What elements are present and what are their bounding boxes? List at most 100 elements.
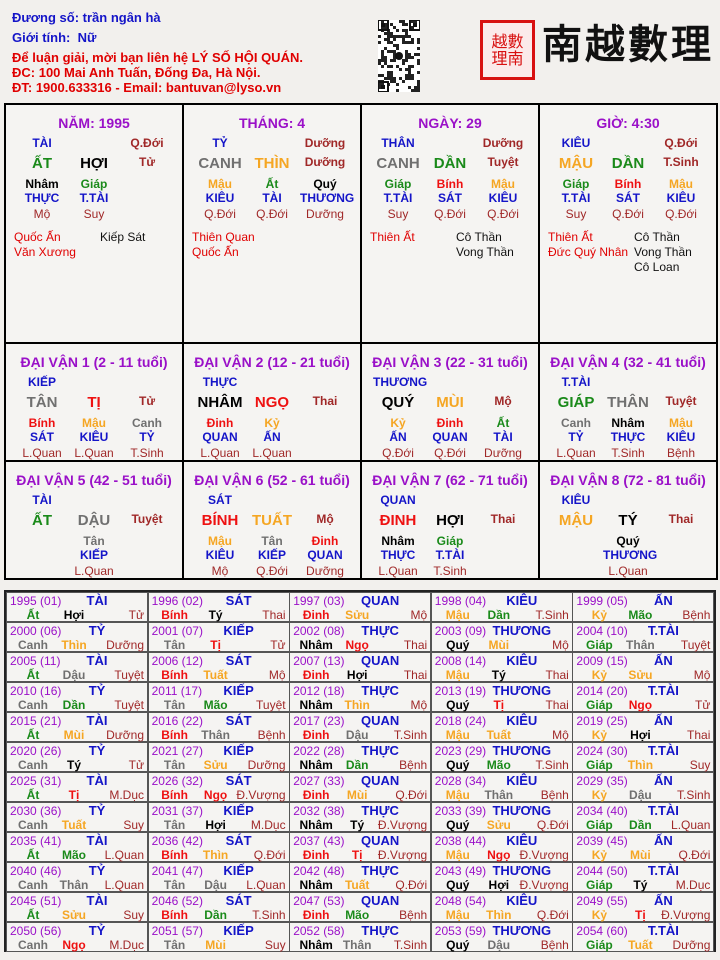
year-stage: Bệnh	[257, 728, 286, 742]
hidden-stage: Mộ	[211, 564, 229, 578]
pillar-cell: NGÀY: 29 THÂN Dưỡng CANH DẦN Tuyệt Giáp T.TÀI Su…	[360, 103, 540, 344]
year-label: 2040 (46)	[10, 864, 62, 878]
heavenly-stem: MẬU	[558, 155, 594, 172]
year-branch: Dậu	[345, 728, 369, 742]
year-stage: Tuyệt	[680, 638, 711, 652]
year-branch: Dần	[629, 818, 652, 832]
year-ten-god: KIẾP	[223, 923, 254, 938]
year-ten-god: THỰC	[361, 863, 399, 878]
year-label: 2023 (29)	[434, 744, 487, 758]
year-branch: Mão	[203, 698, 228, 712]
year-label: 2035 (41)	[10, 834, 62, 848]
year-branch: Hợi	[630, 728, 651, 742]
hidden-stem: Ất	[496, 416, 510, 430]
year-cell: 2047 (53) QUAN Đinh Mão Bệnh	[289, 892, 432, 922]
hidden-stem: Mậu	[669, 177, 693, 191]
year-stage: Đ.Vượng	[661, 908, 711, 922]
inauspicious-star: Cô Thần	[456, 230, 502, 244]
year-stem: Kỷ	[591, 728, 608, 742]
year-stem: Bính	[161, 908, 188, 922]
hidden-ten-god: KIÊU	[666, 191, 696, 205]
hidden-stem: Bính	[436, 177, 464, 191]
inauspicious-star: Kiếp Sát	[100, 230, 146, 244]
year-ten-god: T.TÀI	[647, 623, 679, 638]
heavenly-stem: CANH	[198, 155, 242, 172]
hidden-ten-god: THỰC	[380, 548, 416, 562]
year-cell: 2014 (20) T.TÀI Giáp Ngọ Tử	[572, 682, 715, 712]
year-branch: Tị	[68, 788, 80, 802]
hidden-ten-god: TỶ	[568, 430, 584, 444]
heavenly-stem: ẤT	[32, 155, 52, 172]
year-branch: Dậu	[204, 878, 227, 892]
year-stage: T.Sinh	[252, 908, 286, 922]
year-stem: Nhâm	[299, 758, 333, 772]
year-cell: 2051 (57) KIẾP Tân Mùi Suy	[147, 922, 290, 952]
pillar-cell: GIỜ: 4:30 KIÊU Q.Đới MẬU DẦN T.Sinh Giáp T.TÀI S…	[538, 103, 718, 344]
year-branch: Dần	[62, 698, 86, 712]
year-ten-god: QUAN	[361, 593, 400, 608]
ten-god-star: TÀI	[32, 136, 52, 150]
life-stage: Tuyệt	[487, 155, 519, 169]
hidden-ten-god: T.TÀI	[435, 548, 465, 562]
year-label: 1996 (02)	[151, 594, 203, 608]
hidden-stem: Mậu	[208, 177, 232, 191]
year-cell: 2022 (28) THỰC Nhâm Dần Bệnh	[289, 742, 432, 772]
year-cell: 2033 (39) THƯƠNG Quý Sửu Q.Đới	[430, 802, 573, 832]
year-stem: Ất	[26, 608, 40, 622]
hidden-stem: Mậu	[669, 416, 693, 430]
year-cell: 2021 (27) KIẾP Tân Sửu Dưỡng	[147, 742, 290, 772]
pillar-cell: NĂM: 1995 TÀI Q.Đới ẤT HỢI Tử Nhâm THỰC Mộ Giáp T.…	[4, 103, 184, 344]
year-cell: 2000 (06) TỶ Canh Thìn Dưỡng	[6, 622, 148, 652]
hidden-ten-god: QUAN	[202, 430, 238, 444]
year-cell: 2049 (55) ẤN Kỷ Tị Đ.Vượng	[572, 892, 715, 922]
luck-pillar-cell: ĐẠI VẬN 6 (52 - 61 tuổi) SÁT BÍNH TUẤT Mộ Mậu…	[182, 460, 362, 580]
year-label: 2016 (22)	[151, 714, 203, 728]
year-cell: 2017 (23) QUAN Đinh Dậu T.Sinh	[289, 712, 432, 742]
year-stem: Mậu	[445, 608, 470, 622]
hidden-ten-god: T.TÀI	[561, 191, 591, 205]
earthly-branch: TỊ	[87, 394, 101, 411]
year-stem: Bính	[161, 848, 188, 862]
year-label: 2006 (12)	[151, 654, 203, 668]
auspicious-star: Thiên Ất	[548, 230, 593, 244]
year-cell: 2050 (56) TỶ Canh Ngọ M.Dục	[6, 922, 148, 952]
year-ten-god: TÀI	[86, 893, 108, 908]
heavenly-stem: ẤT	[32, 512, 52, 529]
year-ten-god: T.TÀI	[647, 683, 679, 698]
hidden-stage: Q.Đới	[612, 207, 644, 221]
year-ten-god: ẤN	[654, 893, 673, 908]
year-stage: Mộ	[268, 668, 286, 682]
year-stage: Đ.Vượng	[377, 848, 428, 862]
year-ten-god: THỰC	[361, 923, 399, 938]
year-ten-god: KIÊU	[506, 713, 538, 728]
year-branch: Dần	[204, 908, 227, 922]
hidden-stem: Nhâm	[25, 177, 59, 191]
ten-god-star: SÁT	[208, 493, 232, 507]
inauspicious-star: Cô Loan	[634, 260, 680, 274]
cell-title: GIỜ: 4:30	[596, 115, 660, 131]
life-stage: Tử	[138, 394, 156, 408]
cell-title: NGÀY: 29	[418, 115, 482, 131]
inauspicious-star: Vong Thần	[634, 245, 692, 259]
year-stem: Tân	[163, 698, 186, 712]
year-branch: Tị	[210, 638, 221, 652]
year-stem: Nhâm	[299, 638, 333, 652]
year-label: 2011 (17)	[151, 684, 203, 698]
year-ten-god: TÀI	[86, 773, 108, 788]
hidden-stage: Q.Đới	[256, 207, 288, 221]
hidden-stem: Kỷ	[264, 416, 280, 430]
luck-pillar-cell: ĐẠI VẬN 3 (22 - 31 tuổi) THƯƠNG QUÝ MÙI Mộ Kỷ…	[360, 342, 540, 462]
year-stem: Quý	[446, 638, 470, 652]
cell-title: ĐẠI VẬN 1 (2 - 11 tuổi)	[20, 354, 168, 370]
stage-top: Dưỡng	[304, 136, 346, 150]
hidden-ten-god: KIÊU	[205, 191, 235, 205]
luck-pillar-cell: ĐẠI VẬN 7 (62 - 71 tuổi) QUAN ĐINH HỢI Thai N…	[360, 460, 540, 580]
year-ten-god: QUAN	[361, 653, 400, 668]
earthly-branch: TUẤT	[252, 512, 292, 529]
year-label: 2009 (15)	[576, 654, 628, 668]
life-stage: Tử	[138, 155, 156, 169]
hidden-stage: Suy	[565, 207, 587, 221]
gender-label: Giới tính:	[12, 30, 71, 45]
heavenly-stem: TÂN	[26, 394, 58, 411]
year-branch: Thân	[59, 878, 89, 892]
